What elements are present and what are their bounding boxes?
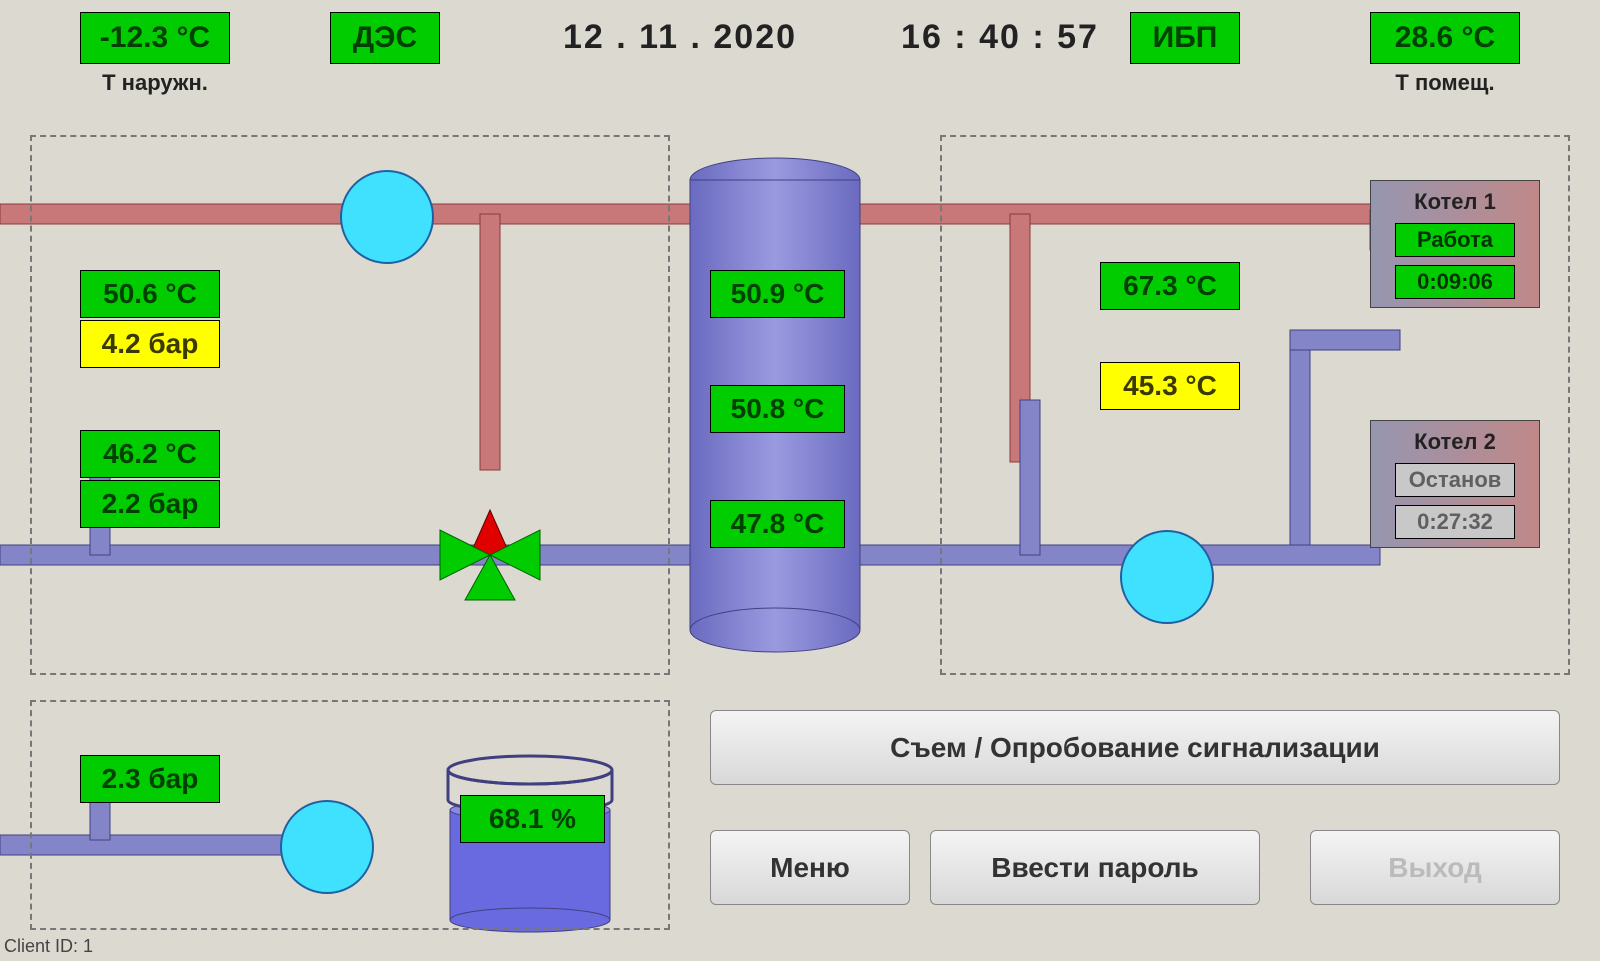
t-room-value: 28.6 °C bbox=[1370, 12, 1520, 64]
boiler-2-panel[interactable]: Котел 2 Останов 0:27:32 bbox=[1370, 420, 1540, 548]
date-display: 12 . 11 . 2020 bbox=[530, 18, 830, 57]
client-id: Client ID: 1 bbox=[4, 936, 93, 957]
t-outside-label: Т наружн. bbox=[80, 70, 230, 96]
tank-temp-mid: 50.8 °C bbox=[710, 385, 845, 433]
boiler-2-title: Котел 2 bbox=[1414, 429, 1496, 455]
makeup-pressure: 2.3 бар bbox=[80, 755, 220, 803]
pump-supply[interactable] bbox=[340, 170, 434, 264]
makeup-level: 68.1 % bbox=[460, 795, 605, 843]
alarm-test-button[interactable]: Съем / Опробование сигнализации bbox=[710, 710, 1560, 785]
return-temp: 46.2 °C bbox=[80, 430, 220, 478]
supply-temp: 50.6 °C bbox=[80, 270, 220, 318]
time-display: 16 : 40 : 57 bbox=[870, 18, 1130, 57]
boiler-1-panel[interactable]: Котел 1 Работа 0:09:06 bbox=[1370, 180, 1540, 308]
supply-pressure: 4.2 бар bbox=[80, 320, 220, 368]
boiler-1-status: Работа bbox=[1395, 223, 1515, 257]
pump-boiler[interactable] bbox=[1120, 530, 1214, 624]
ibp-indicator[interactable]: ИБП bbox=[1130, 12, 1240, 64]
return-pressure: 2.2 бар bbox=[80, 480, 220, 528]
t-outside-value: -12.3 °C bbox=[80, 12, 230, 64]
t-room-label: Т помещ. bbox=[1370, 70, 1520, 96]
exit-button: Выход bbox=[1310, 830, 1560, 905]
boiler-1-timer: 0:09:06 bbox=[1395, 265, 1515, 299]
boiler-2-timer: 0:27:32 bbox=[1395, 505, 1515, 539]
boiler-1-title: Котел 1 bbox=[1414, 189, 1496, 215]
tank-temp-top: 50.9 °C bbox=[710, 270, 845, 318]
des-indicator[interactable]: ДЭС bbox=[330, 12, 440, 64]
boiler-2-status: Останов bbox=[1395, 463, 1515, 497]
tank-temp-bot: 47.8 °C bbox=[710, 500, 845, 548]
boiler-in-temp: 45.3 °C bbox=[1100, 362, 1240, 410]
pump-makeup[interactable] bbox=[280, 800, 374, 894]
password-button[interactable]: Ввести пароль bbox=[930, 830, 1260, 905]
menu-button[interactable]: Меню bbox=[710, 830, 910, 905]
boiler-out-temp: 67.3 °C bbox=[1100, 262, 1240, 310]
